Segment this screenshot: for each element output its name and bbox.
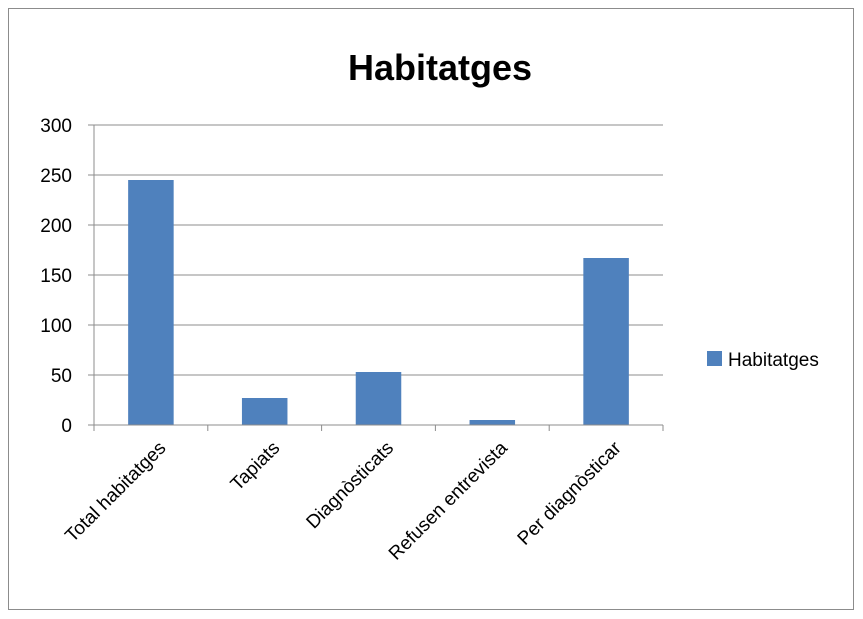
bar bbox=[355, 372, 402, 425]
y-tick-label: 100 bbox=[40, 316, 72, 337]
bars bbox=[128, 180, 629, 425]
bar bbox=[469, 420, 516, 425]
legend: Habitatges bbox=[707, 350, 819, 371]
y-tick-label: 0 bbox=[61, 416, 72, 437]
axes bbox=[93, 125, 664, 431]
x-tick-labels: Total habitatges Tapiats DiagnòsticatsRefu… bbox=[61, 437, 626, 564]
x-tick-label: Total habitatges bbox=[61, 438, 170, 547]
y-tick-label: 250 bbox=[40, 166, 72, 187]
chart-title: Habitatges bbox=[348, 47, 532, 88]
y-tick-label: 50 bbox=[51, 366, 72, 387]
bar bbox=[583, 258, 629, 425]
y-tick-label: 200 bbox=[40, 216, 72, 237]
x-tick-label: Diagnòsticats bbox=[303, 438, 399, 534]
y-tick-label: 150 bbox=[40, 266, 72, 287]
x-tick-label: Tapiats bbox=[227, 438, 284, 495]
y-tick-labels: 0 50 100 150 200 250 300 bbox=[40, 116, 72, 437]
legend-swatch bbox=[707, 351, 722, 366]
bar bbox=[241, 398, 288, 425]
x-tick-label: Per diagnòsticar bbox=[514, 437, 626, 549]
gridlines bbox=[88, 124, 663, 426]
x-tick-label: Refusen entrevista bbox=[385, 437, 512, 564]
y-tick-label: 300 bbox=[40, 116, 72, 137]
bar bbox=[128, 180, 174, 425]
legend-label: Habitatges bbox=[728, 350, 819, 371]
